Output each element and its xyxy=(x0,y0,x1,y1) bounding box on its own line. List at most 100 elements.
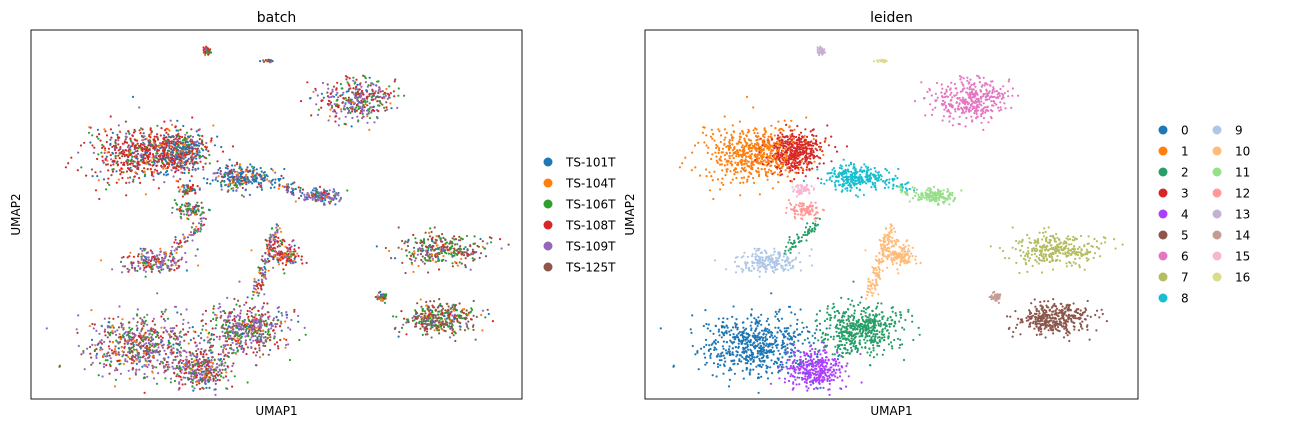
scatter-point xyxy=(261,255,264,258)
scatter-point xyxy=(1019,333,1022,336)
scatter-point xyxy=(152,365,155,369)
scatter-point xyxy=(233,317,236,321)
scatter-point xyxy=(345,90,348,93)
scatter-point xyxy=(179,340,182,343)
scatter-point xyxy=(102,354,105,357)
scatter-point xyxy=(419,252,422,256)
scatter-point xyxy=(205,50,209,53)
scatter-point xyxy=(187,187,190,190)
scatter-point xyxy=(179,128,182,131)
scatter-point xyxy=(336,103,339,106)
scatter-point xyxy=(132,255,135,258)
scatter-point xyxy=(152,175,155,178)
scatter-point xyxy=(201,313,204,316)
scatter-point xyxy=(121,323,124,326)
scatter-point xyxy=(168,149,171,152)
scatter-point xyxy=(384,297,387,300)
scatter-point xyxy=(116,160,119,163)
scatter-point xyxy=(423,316,426,319)
scatter-point xyxy=(245,183,248,186)
scatter-point xyxy=(196,201,199,204)
scatter-point xyxy=(185,153,188,156)
scatter-point xyxy=(231,364,234,368)
scatter-point xyxy=(256,332,259,335)
scatter-point xyxy=(365,97,369,100)
scatter-point xyxy=(185,333,188,336)
scatter-point xyxy=(268,60,271,63)
scatter-point xyxy=(99,170,102,173)
scatter-point xyxy=(223,364,226,367)
scatter-point xyxy=(187,135,190,138)
scatter-point xyxy=(316,113,320,116)
scatter-point xyxy=(181,322,185,326)
scatter-point xyxy=(273,240,276,243)
scatter-point xyxy=(287,343,290,346)
scatter-point xyxy=(193,141,196,144)
scatter-point xyxy=(201,373,204,377)
scatter-point xyxy=(221,368,224,371)
scatter-point xyxy=(402,323,405,326)
scatter-point xyxy=(232,322,235,325)
scatter-point xyxy=(232,180,235,183)
scatter-point xyxy=(290,250,293,253)
scatter-point xyxy=(176,119,179,122)
scatter-point xyxy=(322,96,325,99)
scatter-point xyxy=(188,179,191,182)
scatter-point xyxy=(132,262,135,265)
scatter-point xyxy=(180,361,183,365)
scatter-point xyxy=(438,298,441,301)
scatter-point xyxy=(184,376,187,379)
scatter-point xyxy=(340,110,343,113)
scatter-point xyxy=(395,315,398,318)
scatter-point xyxy=(125,181,128,184)
scatter-point xyxy=(475,315,478,318)
scatter-point xyxy=(113,369,117,372)
scatter-point xyxy=(144,247,147,250)
scatter-point xyxy=(197,369,200,372)
scatter-point xyxy=(414,237,417,240)
scatter-point xyxy=(420,323,423,326)
scatter-point xyxy=(264,330,267,334)
scatter-point xyxy=(115,170,118,173)
scatter-point xyxy=(127,356,130,359)
scatter-point xyxy=(219,310,222,313)
scatter-point xyxy=(377,110,380,113)
scatter-point xyxy=(269,348,272,352)
scatter-point xyxy=(217,353,220,356)
scatter-point xyxy=(181,203,184,206)
scatter-point xyxy=(276,322,279,326)
scatter-point xyxy=(191,378,194,382)
scatter-point xyxy=(192,205,195,208)
scatter-point xyxy=(223,327,226,330)
scatter-point xyxy=(1028,257,1031,260)
scatter-point xyxy=(219,305,222,308)
scatter-point xyxy=(405,333,408,336)
scatter-point xyxy=(124,331,127,334)
scatter-point xyxy=(223,319,226,322)
scatter-point xyxy=(253,284,256,287)
scatter-point xyxy=(126,333,130,336)
scatter-point xyxy=(169,377,173,380)
scatter-point xyxy=(178,245,181,248)
scatter-point xyxy=(182,318,185,321)
scatter-point xyxy=(118,333,121,336)
scatter-point xyxy=(164,319,167,322)
scatter-point xyxy=(126,256,129,259)
scatter-point xyxy=(235,303,238,306)
scatter-point xyxy=(198,138,201,141)
scatter-point xyxy=(252,171,255,174)
scatter-point xyxy=(473,235,476,238)
scatter-point xyxy=(148,135,151,138)
scatter-point xyxy=(444,309,447,312)
scatter-point xyxy=(232,351,235,354)
scatter-point xyxy=(167,138,170,141)
scatter-point xyxy=(430,237,433,240)
scatter-point xyxy=(328,189,331,192)
scatter-point xyxy=(151,355,154,358)
scatter-point xyxy=(125,136,128,139)
scatter-point xyxy=(162,318,165,321)
scatter-point xyxy=(196,153,199,156)
scatter-point xyxy=(262,59,265,62)
scatter-point xyxy=(175,375,178,378)
scatter-point xyxy=(132,336,135,339)
